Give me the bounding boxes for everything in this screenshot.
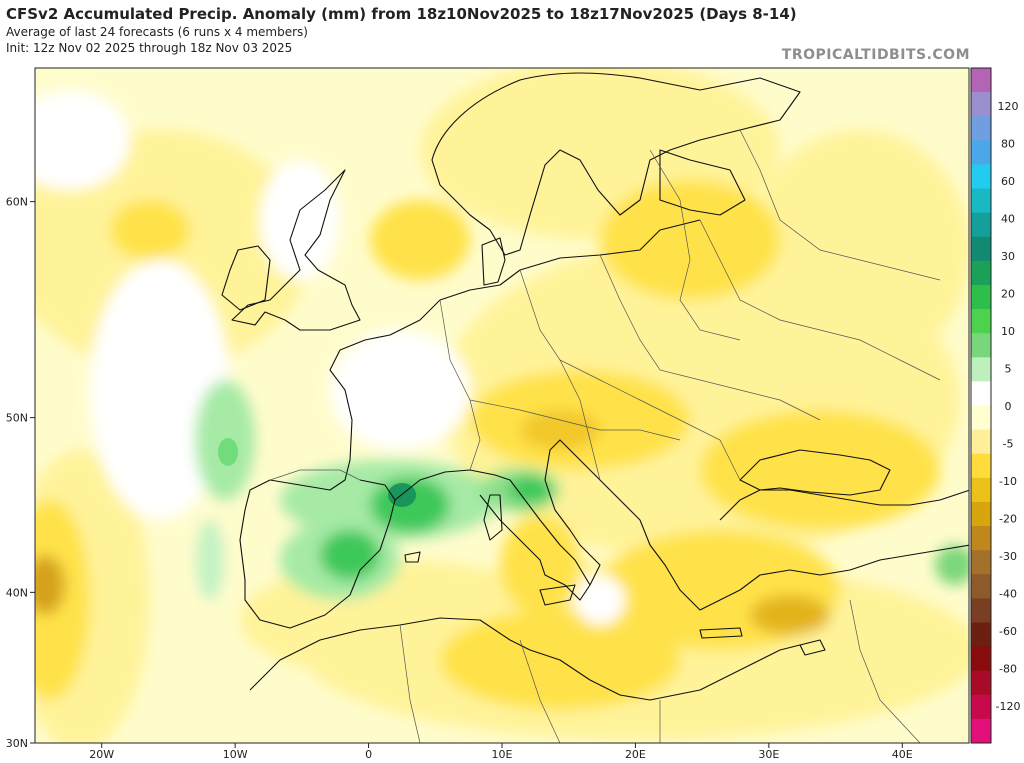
colorbar-swatch bbox=[971, 188, 991, 214]
colorbar-label: 10 bbox=[1001, 325, 1015, 338]
colorbar-swatch bbox=[971, 284, 991, 310]
lon-tick-label: 20W bbox=[89, 748, 114, 761]
latitude-axis: 60N 50N 40N 30N bbox=[6, 196, 35, 750]
country-borders bbox=[269, 129, 941, 743]
colorbar-swatch bbox=[971, 574, 991, 599]
forecast-average-note: Average of last 24 forecasts (6 runs x 4… bbox=[6, 25, 308, 39]
colorbar-label: 80 bbox=[1001, 138, 1015, 151]
colorbar-label: -60 bbox=[999, 625, 1017, 638]
colorbar-swatch bbox=[971, 309, 991, 334]
colorbar-label: -40 bbox=[999, 588, 1017, 601]
colorbar-swatch bbox=[971, 526, 991, 551]
colorbar-swatch bbox=[971, 622, 991, 648]
colorbar-swatch bbox=[971, 694, 991, 720]
lon-tick-label: 30E bbox=[758, 748, 779, 761]
colorbar-swatch bbox=[971, 333, 991, 358]
colorbar-swatch bbox=[971, 212, 991, 238]
colorbar-swatch bbox=[971, 718, 991, 744]
colorbar-swatch bbox=[971, 381, 991, 406]
colorbar-swatch bbox=[971, 453, 991, 479]
colorbar-frame bbox=[970, 67, 992, 744]
lat-tick-label: 30N bbox=[6, 737, 28, 750]
lon-tick-label: 10W bbox=[223, 748, 248, 761]
title-block: CFSv2 Accumulated Precip. Anomaly (mm) f… bbox=[6, 4, 797, 56]
lon-tick-label: 10E bbox=[492, 748, 513, 761]
colorbar-swatch bbox=[971, 357, 991, 382]
colorbar-swatch bbox=[971, 164, 991, 190]
colorbar-swatch bbox=[971, 477, 991, 503]
colorbar-swatches bbox=[970, 67, 992, 744]
colorbar-swatch bbox=[971, 92, 991, 117]
lon-tick-label: 20E bbox=[625, 748, 646, 761]
colorbar-label: 5 bbox=[1005, 363, 1012, 376]
coastlines bbox=[221, 72, 969, 701]
colorbar-label: -5 bbox=[1003, 438, 1014, 451]
colorbar-swatch bbox=[971, 646, 991, 672]
brand-watermark: TROPICALTIDBITS.COM bbox=[781, 47, 970, 63]
colorbar-label: -20 bbox=[999, 513, 1017, 526]
colorbar-label: 0 bbox=[1005, 400, 1012, 413]
init-time-note: Init: 12z Nov 02 2025 through 18z Nov 03… bbox=[6, 41, 293, 55]
lat-tick-label: 40N bbox=[6, 586, 28, 599]
colorbar-swatch bbox=[971, 670, 991, 696]
lon-tick-label: 40E bbox=[892, 748, 913, 761]
colorbar-label: 60 bbox=[1001, 175, 1015, 188]
colorbar-swatch bbox=[971, 260, 991, 286]
colorbar-label: -30 bbox=[999, 550, 1017, 563]
colorbar-label: -10 bbox=[999, 475, 1017, 488]
colorbar-label: 40 bbox=[1001, 213, 1015, 226]
colorbar-label: -80 bbox=[999, 663, 1017, 676]
colorbar-swatch bbox=[971, 236, 991, 262]
colorbar-swatch bbox=[971, 501, 991, 527]
colorbar-label: 20 bbox=[1001, 288, 1015, 301]
colorbar-swatch bbox=[971, 116, 991, 141]
chart-title: CFSv2 Accumulated Precip. Anomaly (mm) f… bbox=[6, 5, 797, 23]
lon-tick-label: 0 bbox=[365, 748, 372, 761]
lat-tick-label: 60N bbox=[6, 196, 28, 209]
colorbar-label: 120 bbox=[998, 100, 1019, 113]
colorbar-swatch bbox=[971, 405, 991, 431]
colorbar-swatch bbox=[971, 550, 991, 575]
colorbar-swatch bbox=[971, 598, 991, 623]
lat-tick-label: 50N bbox=[6, 412, 28, 425]
colorbar-swatch bbox=[971, 429, 991, 455]
longitude-axis: 20W 10W 0 10E 20E 30E 40E bbox=[89, 743, 913, 761]
colorbar-swatch bbox=[971, 140, 991, 165]
colorbar-label: 30 bbox=[1001, 250, 1015, 263]
colorbar-labels: 120 80 60 40 30 20 10 5 0 -5 -10 -20 -30 -40 -60 -80 -12… bbox=[996, 100, 1021, 713]
colorbar-swatch bbox=[971, 68, 991, 93]
colorbar-label: -120 bbox=[996, 700, 1021, 713]
